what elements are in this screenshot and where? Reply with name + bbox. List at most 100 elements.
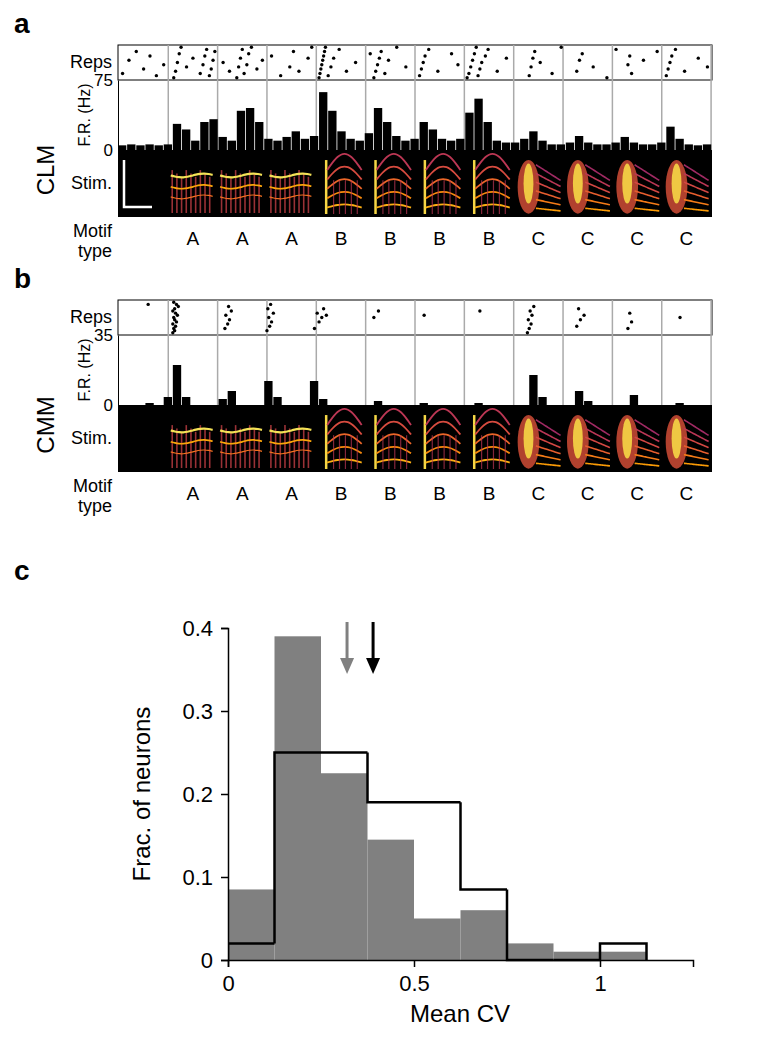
psth-bar	[474, 99, 482, 150]
spectrogram-texture	[473, 415, 476, 469]
histogram-marks	[228, 636, 647, 960]
spectrogram-texture	[536, 446, 561, 454]
motif-label: C	[581, 228, 595, 249]
spike	[478, 67, 481, 70]
spike	[211, 59, 214, 62]
spectrogram-texture	[635, 463, 660, 466]
spectrogram-texture	[635, 420, 660, 436]
spectrogram-texture	[171, 450, 213, 454]
tick: 0.3	[182, 699, 228, 724]
spike	[313, 327, 316, 330]
psth-bar	[392, 405, 400, 406]
spectrogram-texture	[573, 163, 583, 203]
spike	[383, 72, 386, 75]
spectrogram-texture	[220, 429, 262, 433]
spectrogram-texture	[473, 160, 476, 214]
motif-label: C	[680, 483, 694, 504]
spectrogram-texture	[616, 160, 638, 214]
spectrogram-texture	[684, 173, 709, 186]
spectrogram-texture	[426, 459, 461, 462]
spectrogram-texture	[377, 154, 412, 170]
spectrogram-texture	[269, 440, 311, 444]
psth-bar	[493, 141, 501, 150]
motif-boundary	[365, 45, 367, 80]
psth-bar	[520, 405, 528, 406]
tick-mark	[221, 877, 228, 879]
psth-bar	[155, 145, 163, 150]
motif-spectrogram	[474, 409, 510, 469]
spike	[422, 314, 425, 317]
mean-arrow	[372, 622, 375, 662]
psth-bar	[694, 145, 702, 150]
psth-bar	[136, 145, 144, 150]
spike	[628, 311, 631, 314]
spectrogram-texture	[190, 428, 192, 468]
tick-label: 0	[104, 396, 113, 415]
motif-spectrogram	[376, 154, 412, 214]
motif-label: C	[532, 483, 546, 504]
psth-bar	[346, 405, 354, 406]
spike	[579, 318, 582, 321]
psth-bar	[374, 401, 382, 405]
motif-spectrogram	[220, 170, 262, 213]
psth-bar	[584, 143, 592, 150]
motif-spectrogram	[326, 409, 362, 469]
spike	[530, 314, 533, 317]
spectrogram-texture	[220, 195, 262, 199]
spectrogram-texture	[325, 415, 328, 469]
spike	[532, 305, 535, 308]
psth-bar	[630, 143, 638, 150]
spike	[329, 65, 332, 68]
spectrogram-texture	[209, 432, 211, 468]
spike	[317, 320, 320, 323]
psth-bar	[164, 144, 172, 150]
spike	[178, 52, 181, 55]
psth-bar	[246, 405, 254, 406]
psth-bar	[420, 122, 428, 150]
psth-bar	[438, 139, 446, 150]
spectrogram-texture	[493, 435, 494, 469]
spike	[456, 63, 459, 66]
tick-mark	[414, 960, 416, 967]
spectrogram-texture	[190, 173, 192, 213]
psth-bar	[685, 144, 693, 150]
spike	[175, 303, 178, 306]
motif-spectrogram	[376, 409, 412, 469]
spike	[208, 74, 211, 77]
tick-mark	[221, 628, 228, 630]
spectrogram-texture	[635, 428, 660, 441]
psth-bar	[127, 144, 135, 150]
motif-spectrogram	[425, 154, 461, 214]
spike	[241, 48, 244, 51]
spectrogram-texture	[308, 432, 310, 468]
spectrogram-texture	[327, 167, 362, 180]
axis-title: F.R. (Hz)	[76, 338, 93, 401]
axis-title: Motiftype	[73, 476, 113, 516]
histogram-step	[275, 753, 322, 944]
spike	[135, 50, 138, 53]
spike	[148, 54, 151, 57]
spectrogram-texture	[294, 177, 296, 213]
spike	[292, 50, 295, 53]
spectrogram-texture	[294, 432, 296, 468]
spike	[529, 65, 532, 68]
spectrogram-texture	[225, 173, 227, 213]
spectrogram-texture	[377, 409, 412, 425]
spectrogram-texture	[455, 180, 456, 214]
tick-label: 0	[222, 971, 234, 996]
psth-bar	[191, 405, 199, 406]
spike	[270, 54, 273, 57]
spike	[322, 307, 325, 310]
spike	[670, 54, 673, 57]
spike	[372, 316, 375, 319]
psth-bar	[548, 405, 556, 406]
histogram-bar	[507, 943, 554, 960]
psth-bar	[237, 111, 245, 150]
spectrogram-texture	[585, 208, 610, 211]
spectrogram-texture	[171, 195, 213, 199]
raster-frame	[118, 45, 712, 80]
spike	[317, 76, 320, 79]
psth-bar	[557, 405, 565, 406]
axis-line	[118, 336, 119, 406]
spectrogram-texture	[200, 170, 202, 213]
